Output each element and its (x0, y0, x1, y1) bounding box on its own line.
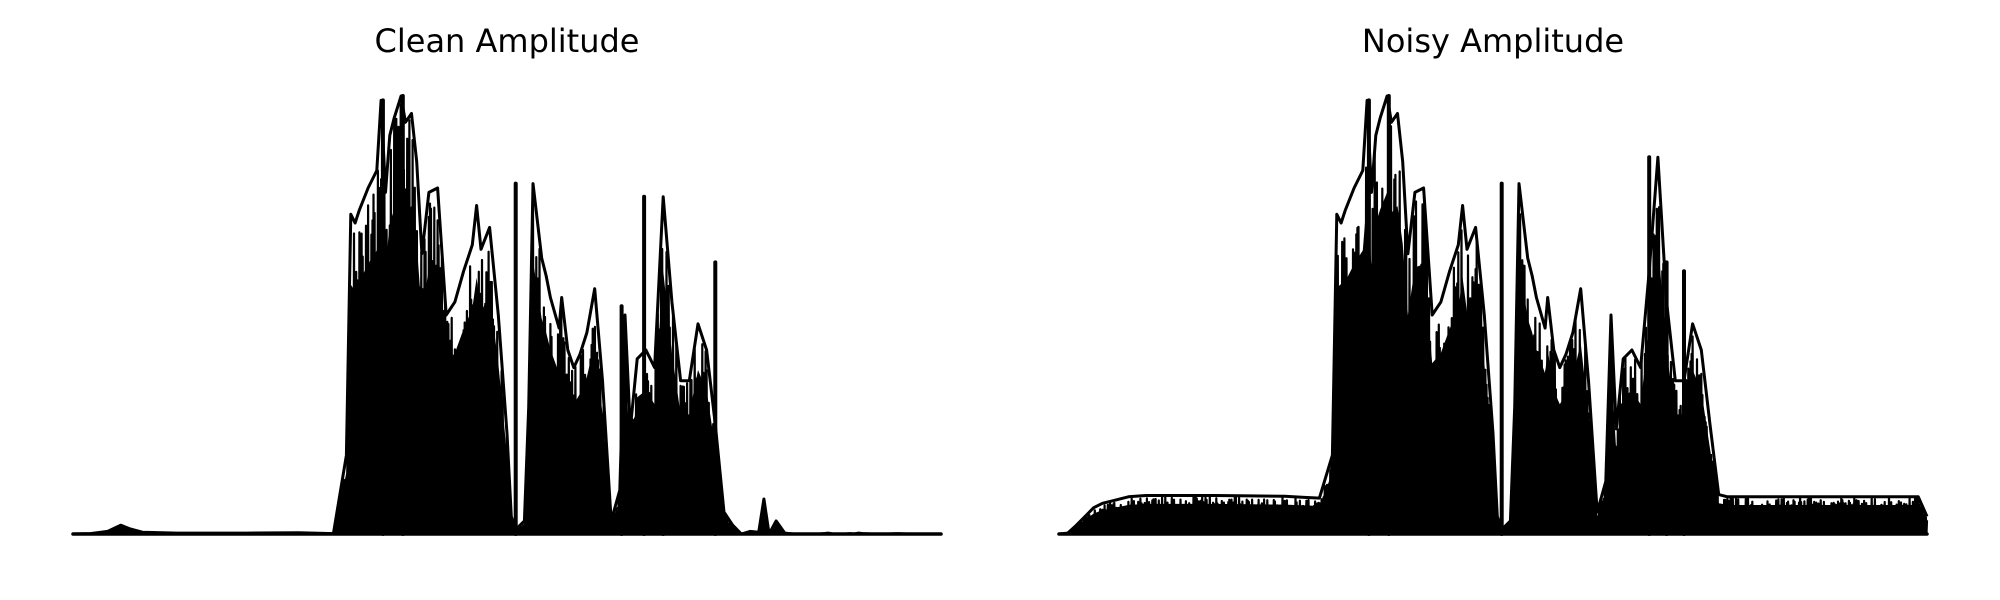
chart-title-clean-amplitude: Clean Amplitude (374, 22, 640, 60)
clean-amplitude-waveform (72, 103, 942, 536)
chart-title-noisy-amplitude: Noisy Amplitude (1361, 22, 1625, 60)
noisy-amplitude-plot (1057, 94, 1929, 536)
clean-amplitude-plot (71, 94, 943, 536)
noisy-amplitude-envelope (1058, 94, 1929, 536)
noisy-amplitude-body (1059, 192, 1927, 534)
noisy-amplitude-waveform (1058, 120, 1929, 536)
